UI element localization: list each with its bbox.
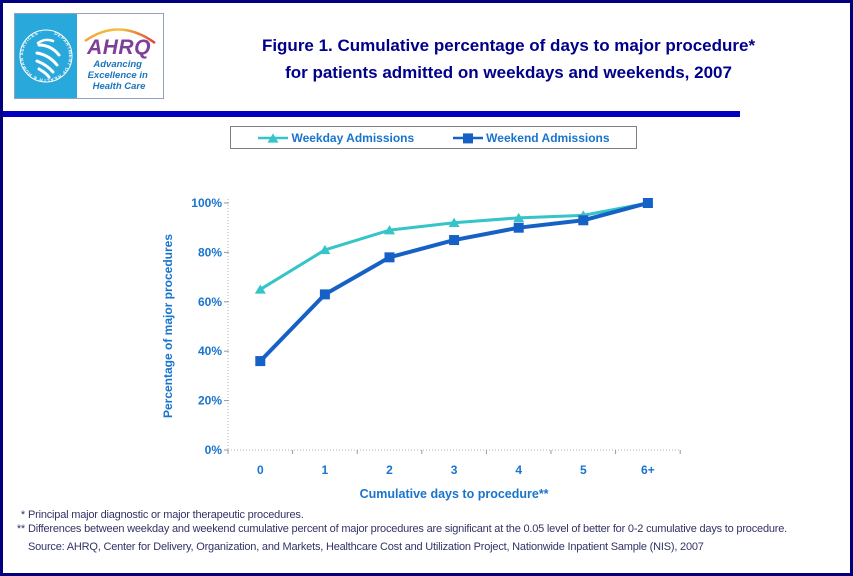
rainbow-arc-icon	[84, 28, 156, 44]
tagline-line: Advancing	[92, 59, 142, 70]
x-tick-label: 6+	[641, 463, 655, 477]
x-tick-label: 1	[322, 463, 329, 477]
footnote-marker: **	[16, 523, 25, 535]
x-tick-label: 2	[386, 463, 393, 477]
data-point	[384, 252, 395, 263]
tagline-line: Excellence in	[88, 70, 148, 81]
x-tick-label: 5	[580, 463, 587, 477]
triangle-marker-icon	[258, 132, 289, 143]
hhs-eagle-icon	[35, 38, 61, 79]
legend-label: Weekday Admissions	[291, 130, 415, 145]
series-weekend-admissions	[255, 198, 653, 367]
data-point	[513, 212, 525, 223]
figure-title-line1: Figure 1. Cumulative percentage of days …	[261, 36, 756, 55]
data-point	[642, 198, 653, 208]
series-line	[258, 201, 650, 291]
legend-label: Weekend Admissions	[486, 130, 610, 145]
source-note: Source: AHRQ, Center for Delivery, Organ…	[10, 541, 848, 554]
footnotes: * Principal major diagnostic or major the…	[10, 509, 848, 555]
ahrq-hhs-logo: DEPARTMENT OF HEALTH & HUMAN SERVICES · …	[14, 13, 164, 99]
footnote-text: Differences between weekday and weekend …	[28, 523, 788, 535]
data-point	[448, 217, 460, 227]
tagline-line: Health Care	[93, 81, 147, 92]
data-point	[319, 289, 330, 300]
header-divider	[3, 111, 740, 117]
y-tick-label: 60%	[198, 295, 222, 309]
chart-legend: Weekday Admissions Weekend Admissions	[230, 126, 637, 149]
legend-item-weekday-admissions: Weekday Admissions	[257, 131, 414, 145]
footnote-text: Source: AHRQ, Center for Delivery, Organ…	[28, 541, 704, 553]
ahrq-wordmark: AHRQ Advancing Excellence in Health Care	[77, 14, 163, 98]
y-tick-label: 0%	[205, 443, 223, 457]
data-point	[255, 356, 266, 367]
hhs-emblem: DEPARTMENT OF HEALTH & HUMAN SERVICES · …	[15, 14, 77, 98]
figure-title-line2: for patients admitted on weekdays and we…	[285, 63, 732, 82]
triangle-marker-glyph	[267, 132, 279, 143]
y-tick-label: 20%	[198, 394, 222, 408]
footnote-marker: *	[20, 509, 25, 521]
logo-graphic: DEPARTMENT OF HEALTH & HUMAN SERVICES · …	[15, 14, 163, 98]
y-tick-label: 40%	[198, 344, 222, 358]
x-tick-label: 4	[515, 463, 522, 477]
data-point	[254, 284, 266, 294]
footnote-text: Principal major diagnostic or major ther…	[28, 509, 304, 521]
square-marker-icon	[453, 132, 484, 143]
footnote: ** Differences between weekday and weeken…	[10, 523, 848, 536]
data-point	[319, 244, 331, 255]
y-tick-label: 100%	[191, 196, 222, 210]
ahrq-acronym: AHRQ	[86, 36, 151, 59]
square-marker-glyph	[463, 132, 474, 143]
axis-ticks	[224, 202, 681, 454]
axes	[227, 199, 681, 451]
chart-canvas: 0% 20% 40% 60% 80% 100% 0 1 2 3 4 5 6+ Cumulative day…	[161, 196, 681, 501]
data-point	[513, 222, 524, 233]
svg-text:Advancing Excellence: Advancing Excellence in Health Care	[88, 59, 151, 92]
series-weekday-admissions	[254, 198, 654, 294]
data-point	[449, 235, 460, 246]
footnote: * Principal major diagnostic or major the…	[10, 509, 848, 522]
data-point	[384, 225, 395, 235]
data-point	[578, 215, 589, 226]
footnote-marker	[10, 541, 25, 554]
legend-item-weekend-admissions: Weekend Admissions	[452, 130, 610, 145]
line-chart: 0% 20% 40% 60% 80% 100% 0 1 2 3 4 5 6+ Cumulative day…	[150, 185, 710, 520]
y-axis-title: Percentage of major procedures	[161, 234, 175, 418]
figure-title: Figure 1. Cumulative percentage of days …	[175, 32, 842, 86]
x-tick-label: 0	[257, 463, 264, 477]
x-tick-label: 3	[451, 463, 458, 477]
x-axis-title: Cumulative days to procedure**	[360, 487, 549, 501]
y-tick-label: 80%	[198, 245, 222, 259]
